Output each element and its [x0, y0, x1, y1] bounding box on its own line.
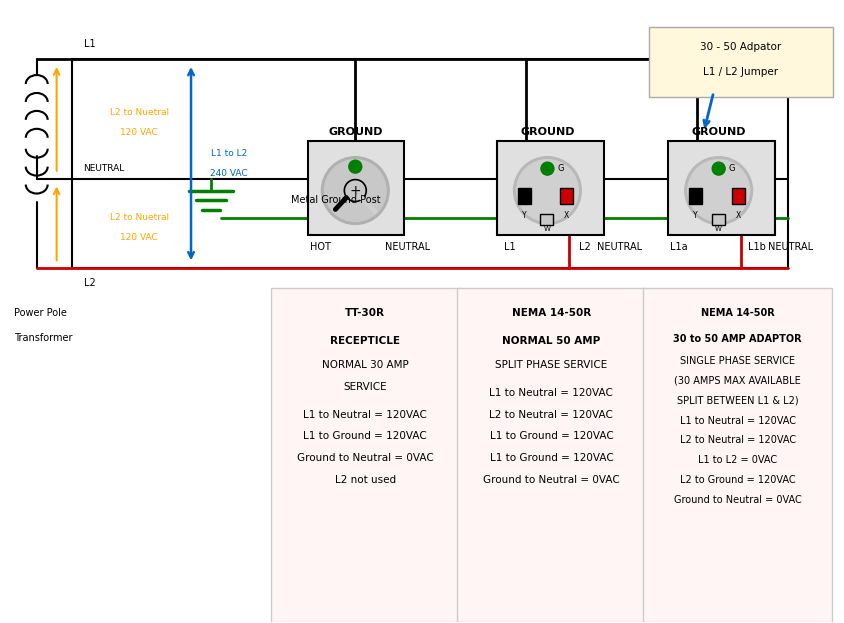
- Text: NEUTRAL: NEUTRAL: [84, 164, 125, 173]
- Circle shape: [688, 159, 749, 221]
- Text: L1 to Neutral = 120VAC: L1 to Neutral = 120VAC: [679, 416, 796, 426]
- FancyBboxPatch shape: [271, 288, 460, 622]
- Text: W: W: [715, 226, 722, 232]
- Text: Power Pole: Power Pole: [14, 308, 67, 318]
- Text: NEMA 14-50R: NEMA 14-50R: [511, 308, 591, 318]
- Text: SINGLE PHASE SERVICE: SINGLE PHASE SERVICE: [680, 356, 795, 366]
- Text: HOT: HOT: [310, 242, 331, 252]
- Circle shape: [541, 162, 554, 175]
- Text: NEMA 14-50R: NEMA 14-50R: [701, 308, 775, 318]
- Text: 120 VAC: 120 VAC: [121, 233, 158, 242]
- Text: W: W: [544, 226, 551, 232]
- Circle shape: [712, 162, 725, 175]
- Text: L1 to Ground = 120VAC: L1 to Ground = 120VAC: [490, 432, 614, 442]
- Text: NEUTRAL: NEUTRAL: [385, 242, 430, 252]
- Text: NEUTRAL: NEUTRAL: [597, 242, 641, 252]
- Text: L1b: L1b: [748, 242, 766, 252]
- Text: Metal Ground Post: Metal Ground Post: [290, 196, 380, 206]
- Text: 30 to 50 AMP ADAPTOR: 30 to 50 AMP ADAPTOR: [674, 334, 802, 344]
- Circle shape: [684, 157, 753, 224]
- FancyBboxPatch shape: [649, 27, 833, 97]
- Text: L1a: L1a: [670, 242, 688, 252]
- Text: 30 - 50 Adpator: 30 - 50 Adpator: [700, 42, 782, 52]
- Text: L1 to Ground = 120VAC: L1 to Ground = 120VAC: [490, 454, 614, 464]
- Text: L1: L1: [84, 39, 95, 49]
- Text: Y: Y: [693, 211, 698, 220]
- Text: Ground to Neutral = 0VAC: Ground to Neutral = 0VAC: [674, 495, 802, 505]
- Text: SPLIT BETWEEN L1 & L2): SPLIT BETWEEN L1 & L2): [677, 396, 798, 406]
- Text: GROUND: GROUND: [328, 127, 382, 137]
- Circle shape: [349, 160, 362, 173]
- Text: TT-30R: TT-30R: [345, 308, 385, 318]
- Text: 120 VAC: 120 VAC: [121, 128, 158, 137]
- FancyBboxPatch shape: [517, 188, 531, 204]
- FancyBboxPatch shape: [668, 141, 776, 235]
- Text: L1 to Neutral = 120VAC: L1 to Neutral = 120VAC: [490, 388, 614, 397]
- Text: X: X: [565, 211, 570, 220]
- Text: L2: L2: [579, 242, 591, 252]
- Text: L2 not used: L2 not used: [335, 475, 396, 485]
- Text: GROUND: GROUND: [520, 127, 575, 137]
- Text: L1 to L2 = 0VAC: L1 to L2 = 0VAC: [698, 455, 777, 465]
- Text: L1 to Ground = 120VAC: L1 to Ground = 120VAC: [303, 432, 427, 442]
- Text: GROUND: GROUND: [691, 127, 746, 137]
- Text: SPLIT PHASE SERVICE: SPLIT PHASE SERVICE: [495, 359, 608, 370]
- Text: L2 to Ground = 120VAC: L2 to Ground = 120VAC: [679, 475, 795, 485]
- FancyBboxPatch shape: [711, 214, 725, 226]
- Text: L1 to Neutral = 120VAC: L1 to Neutral = 120VAC: [303, 409, 427, 419]
- Text: RECEPTICLE: RECEPTICLE: [330, 336, 400, 346]
- Text: NORMAL 50 AMP: NORMAL 50 AMP: [502, 336, 601, 346]
- FancyBboxPatch shape: [496, 141, 604, 235]
- Text: G: G: [557, 164, 564, 173]
- Text: L1: L1: [504, 242, 516, 252]
- FancyBboxPatch shape: [307, 141, 404, 235]
- Text: Ground to Neutral = 0VAC: Ground to Neutral = 0VAC: [297, 454, 434, 464]
- FancyBboxPatch shape: [560, 188, 573, 204]
- Text: L2 to Nuetral: L2 to Nuetral: [110, 108, 169, 117]
- Text: (30 AMPS MAX AVAILABLE: (30 AMPS MAX AVAILABLE: [674, 376, 801, 386]
- Text: NEUTRAL: NEUTRAL: [768, 242, 813, 252]
- Text: NORMAL 30 AMP: NORMAL 30 AMP: [322, 359, 408, 370]
- Text: SERVICE: SERVICE: [344, 382, 387, 392]
- Text: L1 to L2: L1 to L2: [211, 149, 247, 158]
- Text: G: G: [728, 164, 735, 173]
- Text: Ground to Neutral = 0VAC: Ground to Neutral = 0VAC: [483, 475, 619, 485]
- FancyBboxPatch shape: [457, 288, 646, 622]
- Circle shape: [322, 157, 389, 224]
- Text: Y: Y: [522, 211, 527, 220]
- FancyBboxPatch shape: [689, 188, 701, 204]
- Text: L2 to Nuetral: L2 to Nuetral: [110, 213, 169, 222]
- Text: L2 to Neutral = 120VAC: L2 to Neutral = 120VAC: [679, 435, 796, 445]
- FancyBboxPatch shape: [643, 288, 832, 622]
- Circle shape: [514, 157, 582, 224]
- Circle shape: [324, 159, 387, 221]
- Text: L2: L2: [84, 278, 95, 288]
- Text: L1 / L2 Jumper: L1 / L2 Jumper: [703, 67, 778, 77]
- Circle shape: [517, 159, 578, 221]
- FancyBboxPatch shape: [732, 188, 744, 204]
- Text: L2 to Neutral = 120VAC: L2 to Neutral = 120VAC: [490, 409, 614, 419]
- Text: 240 VAC: 240 VAC: [210, 169, 247, 178]
- FancyBboxPatch shape: [540, 214, 554, 226]
- Text: Transformer: Transformer: [14, 333, 73, 343]
- Text: X: X: [735, 211, 741, 220]
- Text: +: +: [349, 184, 361, 197]
